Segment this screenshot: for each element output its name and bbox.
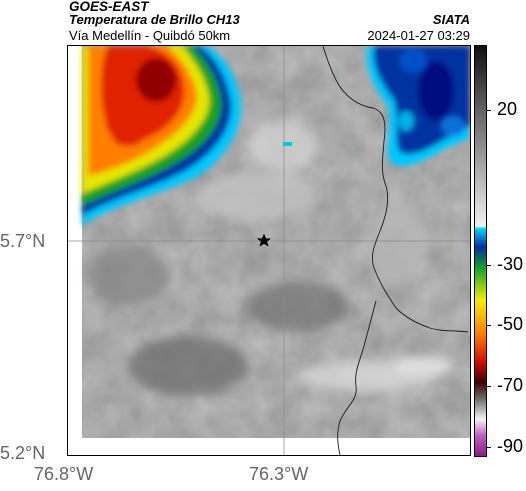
product-title: Temperatura de Brillo CH13 — [69, 12, 240, 27]
location-marker[interactable] — [256, 233, 272, 247]
timestamp-label: 2024-01-27 03:29 — [367, 28, 470, 43]
satellite-title: GOES-EAST — [69, 0, 149, 14]
lat-label-north: 5.7°N — [0, 231, 46, 251]
map-canvas — [68, 46, 470, 455]
colorbar-label: -50 — [497, 314, 524, 334]
lon-label-west: 76.8°W — [34, 464, 94, 484]
route-subtitle: Vía Medellín - Quibdó 50km — [69, 28, 231, 43]
colorbar-label: 20 — [497, 99, 518, 119]
colorbar-tick — [486, 265, 491, 266]
colorbar-label: -70 — [497, 375, 524, 395]
country-borders — [322, 46, 469, 455]
colorbar-tick — [486, 386, 491, 387]
colorbar-tick — [486, 110, 491, 111]
colorbar-gradient — [475, 46, 486, 456]
colorbar-label: -90 — [497, 436, 524, 456]
cold-cloud-east — [366, 46, 470, 166]
satellite-map[interactable] — [67, 45, 471, 456]
brand-label: SIATA — [432, 12, 470, 27]
small-cold-spot — [283, 142, 292, 146]
cold-cloud-west — [82, 46, 242, 226]
colorbar-label: -30 — [497, 254, 524, 274]
lon-label-east: 76.3°W — [249, 464, 309, 484]
brightness-temperature-field — [82, 46, 470, 455]
colorbar-tick — [486, 447, 491, 448]
lat-lon-grid — [68, 46, 470, 455]
lat-label-south: 5.2°N — [0, 443, 46, 463]
colorbar-tick — [486, 325, 491, 326]
temperature-colorbar — [474, 45, 487, 457]
